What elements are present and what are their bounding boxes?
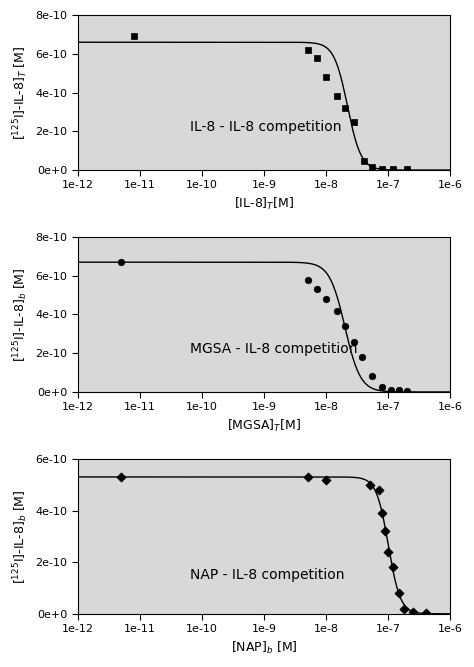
Point xyxy=(304,45,311,55)
Point xyxy=(322,72,330,83)
Point xyxy=(322,474,330,485)
Point xyxy=(118,257,125,267)
Point xyxy=(341,321,349,331)
Text: IL-8 - IL-8 competition: IL-8 - IL-8 competition xyxy=(190,119,341,133)
X-axis label: [IL-8]$_T$[M]: [IL-8]$_T$[M] xyxy=(234,196,294,212)
Point xyxy=(350,116,358,127)
Point xyxy=(130,31,137,42)
Point xyxy=(422,608,429,618)
Point xyxy=(409,606,417,617)
Point xyxy=(118,472,125,482)
Point xyxy=(304,274,311,285)
Y-axis label: [$^{125}$I]-IL-8]$_b$ [M]: [$^{125}$I]-IL-8]$_b$ [M] xyxy=(11,489,30,584)
Point xyxy=(375,484,383,495)
Text: NAP - IL-8 competition: NAP - IL-8 competition xyxy=(190,568,344,582)
Point xyxy=(366,480,374,490)
Point xyxy=(390,163,397,174)
Point xyxy=(350,336,358,347)
Point xyxy=(358,352,366,362)
Point xyxy=(333,305,341,316)
Y-axis label: [$^{125}$I]-IL-8]$_b$ [M]: [$^{125}$I]-IL-8]$_b$ [M] xyxy=(11,267,30,362)
X-axis label: [NAP]$_b$ [M]: [NAP]$_b$ [M] xyxy=(231,640,298,656)
Point xyxy=(395,588,403,598)
Point xyxy=(341,103,349,113)
Point xyxy=(368,371,376,382)
Point xyxy=(333,91,341,102)
Point xyxy=(403,164,411,175)
Point xyxy=(390,562,397,573)
Point xyxy=(403,386,411,396)
Point xyxy=(382,526,389,536)
Y-axis label: [$^{125}$I]-IL-8]$_T$ [M]: [$^{125}$I]-IL-8]$_T$ [M] xyxy=(11,45,30,140)
X-axis label: [MGSA]$_T$[M]: [MGSA]$_T$[M] xyxy=(227,418,301,434)
Text: MGSA - IL-8 competition: MGSA - IL-8 competition xyxy=(190,342,357,356)
Point xyxy=(322,293,330,304)
Point xyxy=(395,385,403,396)
Point xyxy=(384,546,392,557)
Point xyxy=(360,156,367,167)
Point xyxy=(401,604,408,614)
Point xyxy=(379,382,386,392)
Point xyxy=(387,385,395,396)
Point xyxy=(379,508,386,518)
Point xyxy=(368,162,376,173)
Point xyxy=(313,53,320,63)
Point xyxy=(379,163,386,174)
Point xyxy=(313,284,320,295)
Point xyxy=(304,472,311,482)
